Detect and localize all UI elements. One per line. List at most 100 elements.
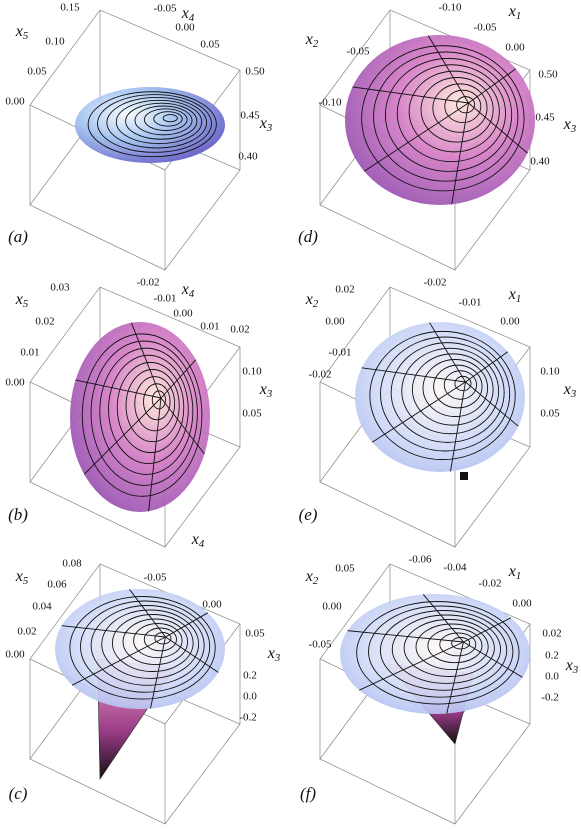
axis-label: x3 — [563, 116, 577, 135]
axis-label-name: x — [181, 281, 189, 298]
contour — [432, 83, 488, 133]
tick-label: 0.05 — [540, 408, 560, 420]
radial-line — [160, 359, 197, 399]
contour — [384, 57, 513, 172]
tick-label: -0.01 — [329, 347, 352, 359]
tick-label: -0.05 — [474, 22, 497, 34]
axis-label-sub: 3 — [274, 652, 281, 664]
contour — [408, 70, 500, 153]
tick-label: 0.02 — [542, 628, 561, 640]
tick-label: 0.40 — [238, 151, 258, 163]
tick-label: 0.05 — [27, 66, 47, 78]
tick-label: -0.01 — [459, 297, 482, 309]
contour — [444, 89, 482, 123]
tick-label: 0.00 — [175, 22, 195, 34]
axis-label: x1 — [508, 286, 522, 305]
tick-label: 0.05 — [200, 39, 220, 51]
contour — [361, 45, 525, 192]
radial-line — [465, 381, 519, 427]
axis-label: x3 — [565, 657, 579, 676]
tick-label: -0.10 — [439, 2, 462, 14]
tick-label: -0.02 — [137, 277, 160, 289]
contour — [133, 623, 183, 659]
tick-label: 0.04 — [32, 601, 52, 613]
tick-label: 0.2 — [243, 670, 257, 682]
tick-label: 0.00 — [322, 601, 342, 613]
contour — [403, 619, 495, 677]
panel: x20.020.00-0.01-0.02x1-0.02-0.010.00x30.… — [299, 277, 577, 548]
radial-line — [465, 351, 509, 383]
contour — [368, 605, 514, 698]
tick-label: -0.05 — [347, 46, 370, 58]
contour — [456, 96, 476, 114]
tick-label: 0.05 — [242, 408, 262, 420]
axis-label-name: x — [259, 381, 267, 398]
radial-line — [160, 397, 205, 455]
contour — [143, 108, 188, 131]
contour — [451, 637, 471, 650]
contour — [401, 347, 500, 435]
panel: x2-0.05-0.10x1-0.10-0.050.00x30.500.450.… — [298, 2, 577, 271]
contour — [439, 632, 477, 657]
tick-label: 0.02 — [17, 626, 36, 638]
panel-label: (d) — [298, 227, 318, 246]
tick-label: 0.02 — [335, 284, 354, 296]
radial-line — [422, 594, 464, 643]
radial-line — [165, 612, 209, 638]
panel: x50.150.100.050.00x4-0.050.000.05x30.500… — [5, 2, 273, 271]
radial-line — [352, 86, 469, 104]
contour — [433, 364, 483, 409]
contour — [380, 336, 511, 452]
contour — [116, 361, 185, 454]
tick-label: 0.00 — [5, 377, 25, 389]
radial-line — [71, 636, 166, 686]
contour — [411, 353, 494, 426]
axis-label-sub: 1 — [516, 293, 522, 305]
tick-label: -0.05 — [154, 3, 177, 15]
contour — [97, 94, 212, 153]
tick-label: 0.02 — [35, 316, 54, 328]
contour — [69, 596, 216, 700]
contour — [373, 51, 519, 182]
panel: x50.080.060.040.020.00x4-0.050.000.05x30… — [5, 531, 281, 825]
axis-label: x5 — [15, 568, 29, 587]
contour — [356, 601, 520, 705]
tick-label: 0.15 — [60, 2, 80, 14]
tick-label: -0.02 — [479, 578, 502, 590]
contour — [427, 628, 483, 664]
tick-label: 0.00 — [5, 96, 25, 108]
tick-label: 0.40 — [530, 156, 550, 168]
tick-label: 0.05 — [335, 563, 355, 575]
contour — [87, 91, 217, 158]
contour — [422, 359, 489, 417]
axis-label-sub: 3 — [570, 123, 577, 135]
axis-label-name: x — [563, 381, 571, 398]
radial-line — [450, 381, 466, 472]
tick-label: 0.05 — [245, 628, 265, 640]
radial-line — [427, 35, 469, 104]
axis-label: x1 — [508, 3, 522, 22]
radial-line — [463, 641, 523, 678]
axis-label-sub: 1 — [516, 570, 522, 582]
radial-line — [468, 68, 517, 104]
tick-label: 0.00 — [500, 316, 520, 328]
axis-label-name: x — [508, 563, 516, 580]
panel: x20.050.00-0.05x1-0.06-0.04-0.020.000.02… — [300, 554, 579, 825]
contour — [154, 632, 172, 645]
tick-label: 0.0 — [243, 691, 257, 703]
contour — [153, 111, 183, 127]
tick-label: -0.04 — [444, 562, 467, 574]
contour — [122, 618, 189, 666]
axis-label: x5 — [15, 291, 29, 310]
tick-label: 0.2 — [545, 650, 559, 662]
tick-label: 0.50 — [538, 69, 558, 81]
contour — [111, 614, 194, 672]
contour — [143, 627, 177, 652]
radial-line — [359, 641, 464, 691]
tick-label: -0.06 — [409, 554, 432, 566]
contour — [443, 370, 477, 400]
radial-line — [130, 322, 162, 399]
contour — [80, 600, 211, 693]
